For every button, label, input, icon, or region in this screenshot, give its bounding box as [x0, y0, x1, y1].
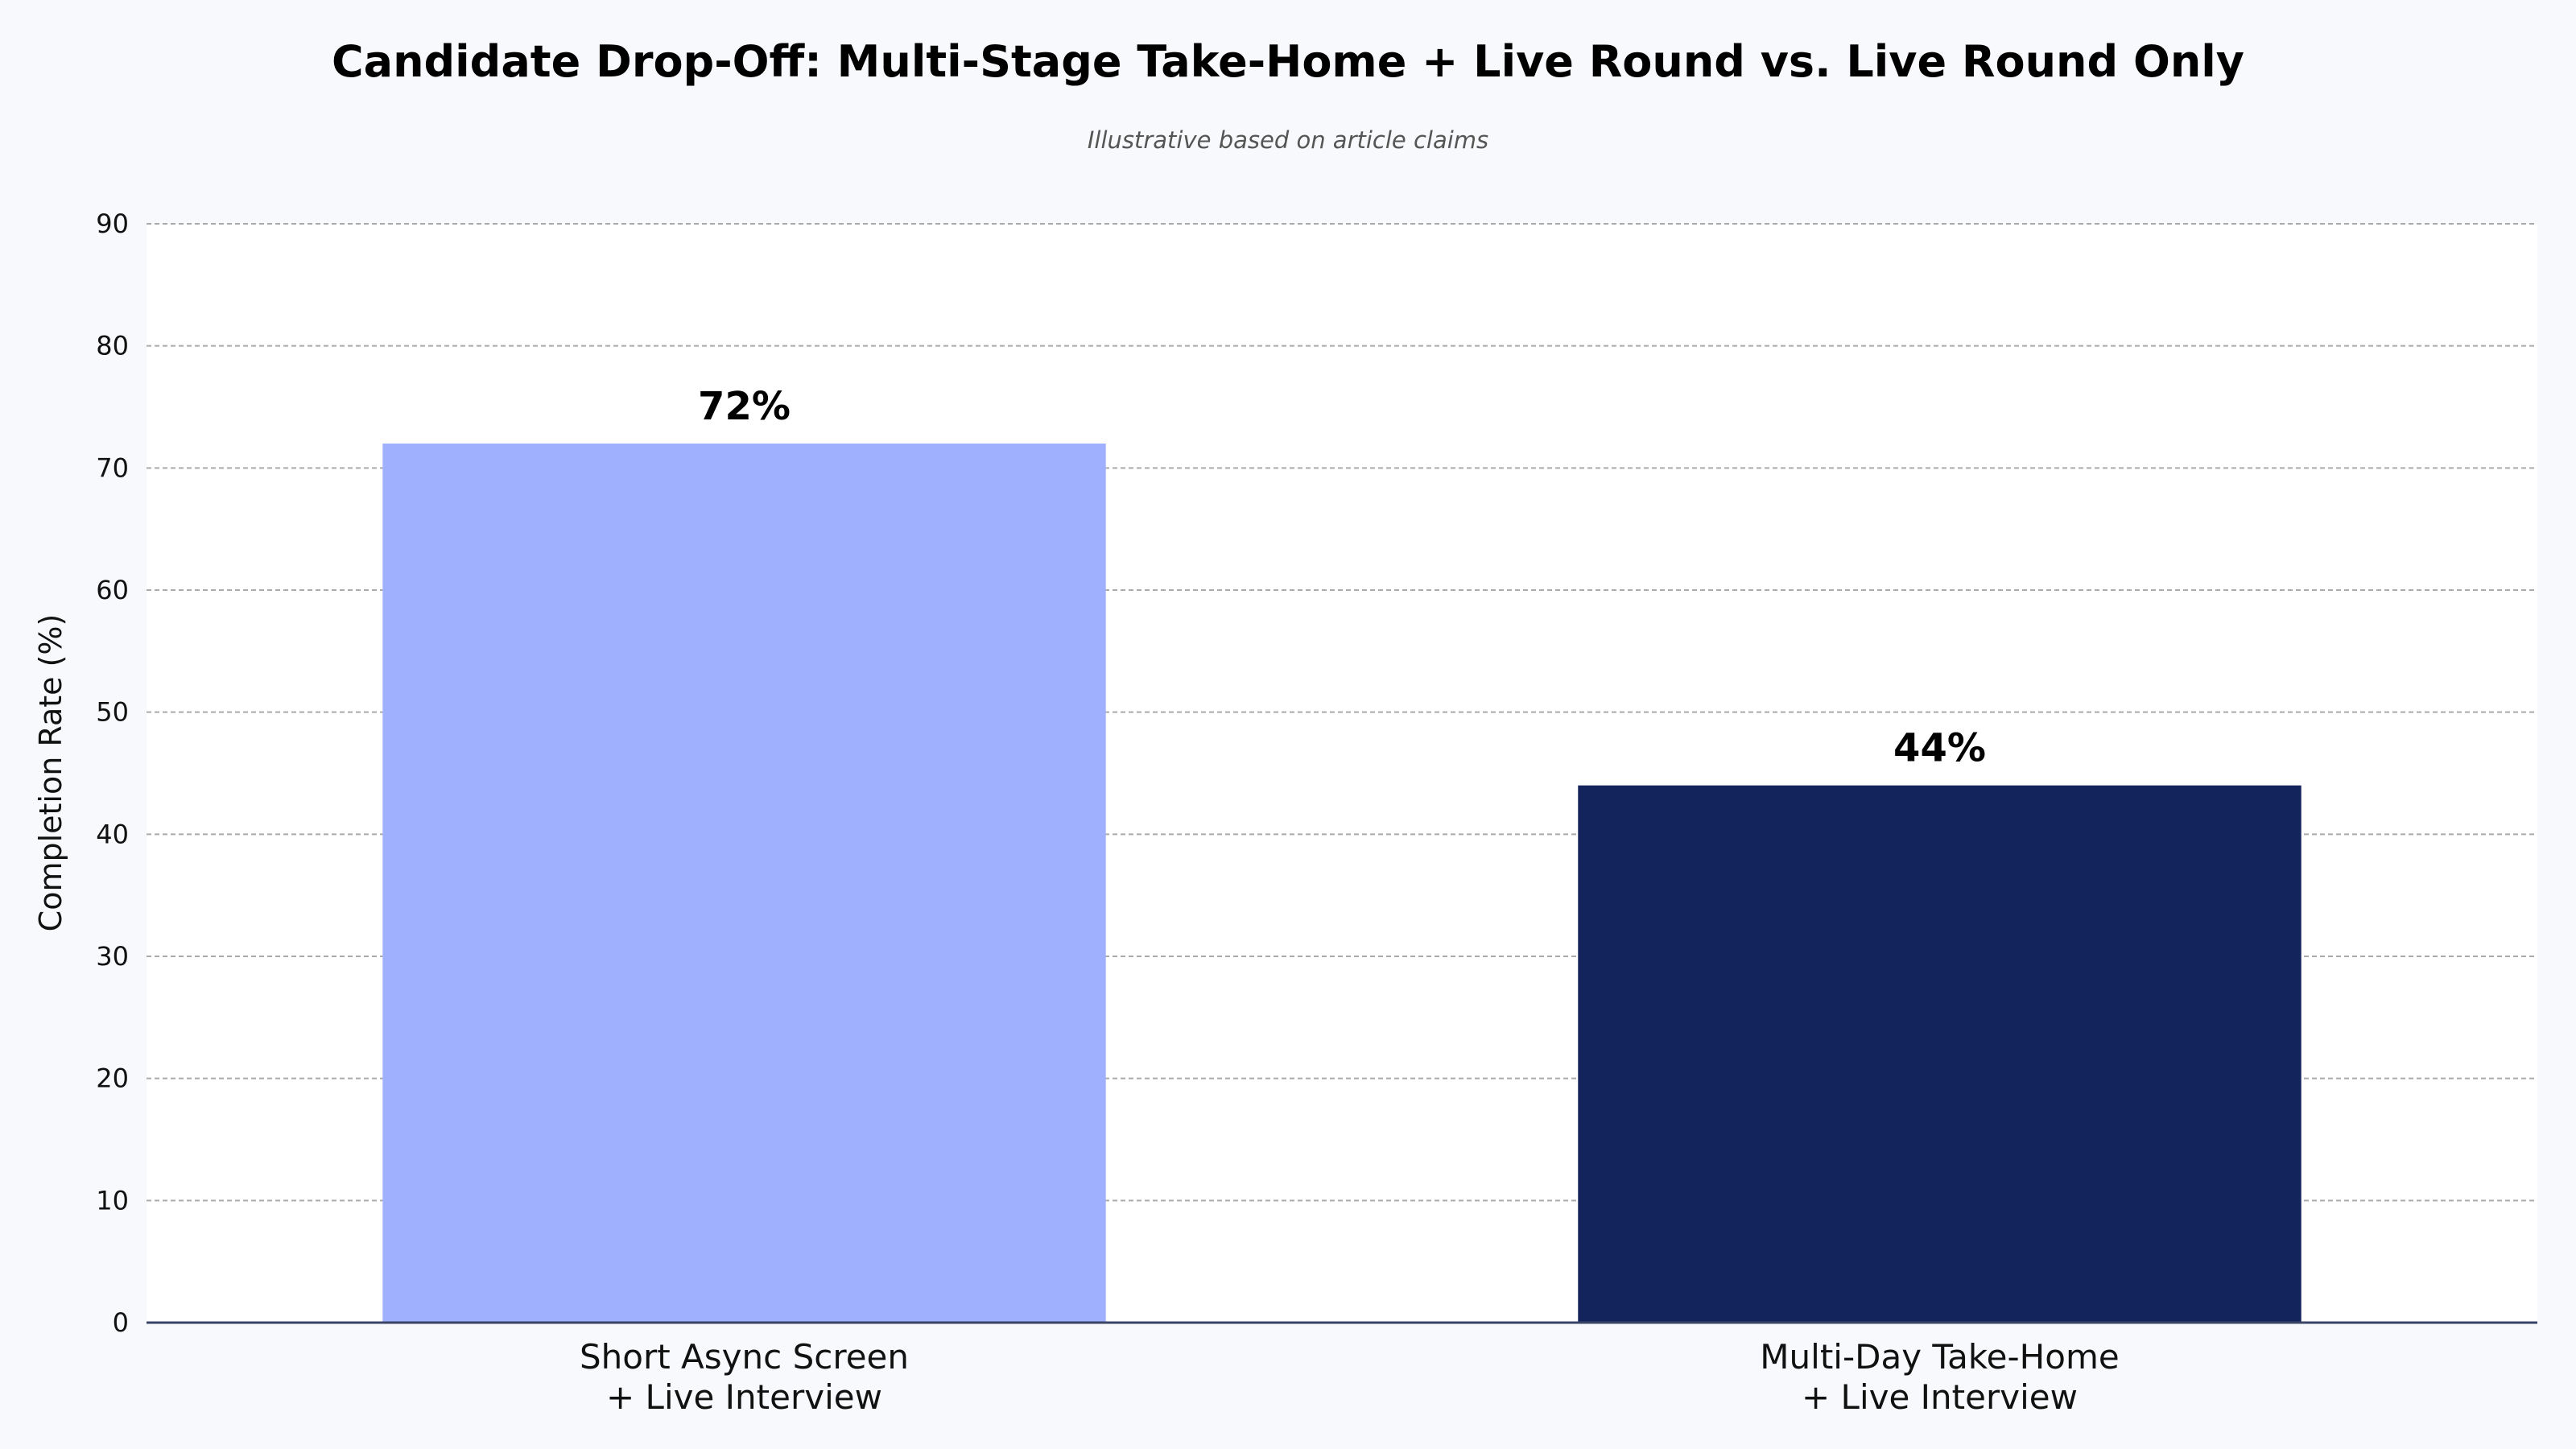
- x-tick-label: Short Async Screen: [580, 1337, 909, 1377]
- y-axis-label: Completion Rate (%): [33, 614, 68, 932]
- y-tick-label: 20: [96, 1063, 129, 1094]
- x-tick-label: + Live Interview: [1802, 1377, 2078, 1417]
- x-tick-labels: Short Async Screen+ Live InterviewMulti-…: [580, 1337, 2120, 1417]
- y-tick-label: 30: [96, 941, 129, 972]
- bar: [1578, 785, 2301, 1323]
- y-tick-label: 0: [113, 1307, 129, 1338]
- y-tick-label: 10: [96, 1185, 129, 1216]
- chart-subtitle: Illustrative based on article claims: [1088, 126, 1488, 154]
- bar-value-label: 72%: [698, 384, 791, 429]
- y-tick-label: 80: [96, 331, 129, 361]
- y-tick-label: 50: [96, 697, 129, 728]
- bars: [382, 444, 2301, 1323]
- y-tick-label: 70: [96, 452, 129, 483]
- value-labels: 72% 44%: [698, 384, 1986, 771]
- y-tick-label: 90: [96, 208, 129, 239]
- x-tick-label: + Live Interview: [606, 1377, 882, 1417]
- x-tick-label: Multi-Day Take-Home: [1760, 1337, 2119, 1377]
- bar-value-label: 44%: [1893, 726, 1986, 771]
- bar: [382, 444, 1106, 1323]
- y-tick-labels: 0 10 20 30 40 50 60 70 80 90: [96, 208, 129, 1338]
- y-tick-label: 60: [96, 575, 129, 605]
- chart-title: Candidate Drop-Off: Multi-Stage Take-Hom…: [332, 36, 2244, 87]
- y-tick-label: 40: [96, 819, 129, 849]
